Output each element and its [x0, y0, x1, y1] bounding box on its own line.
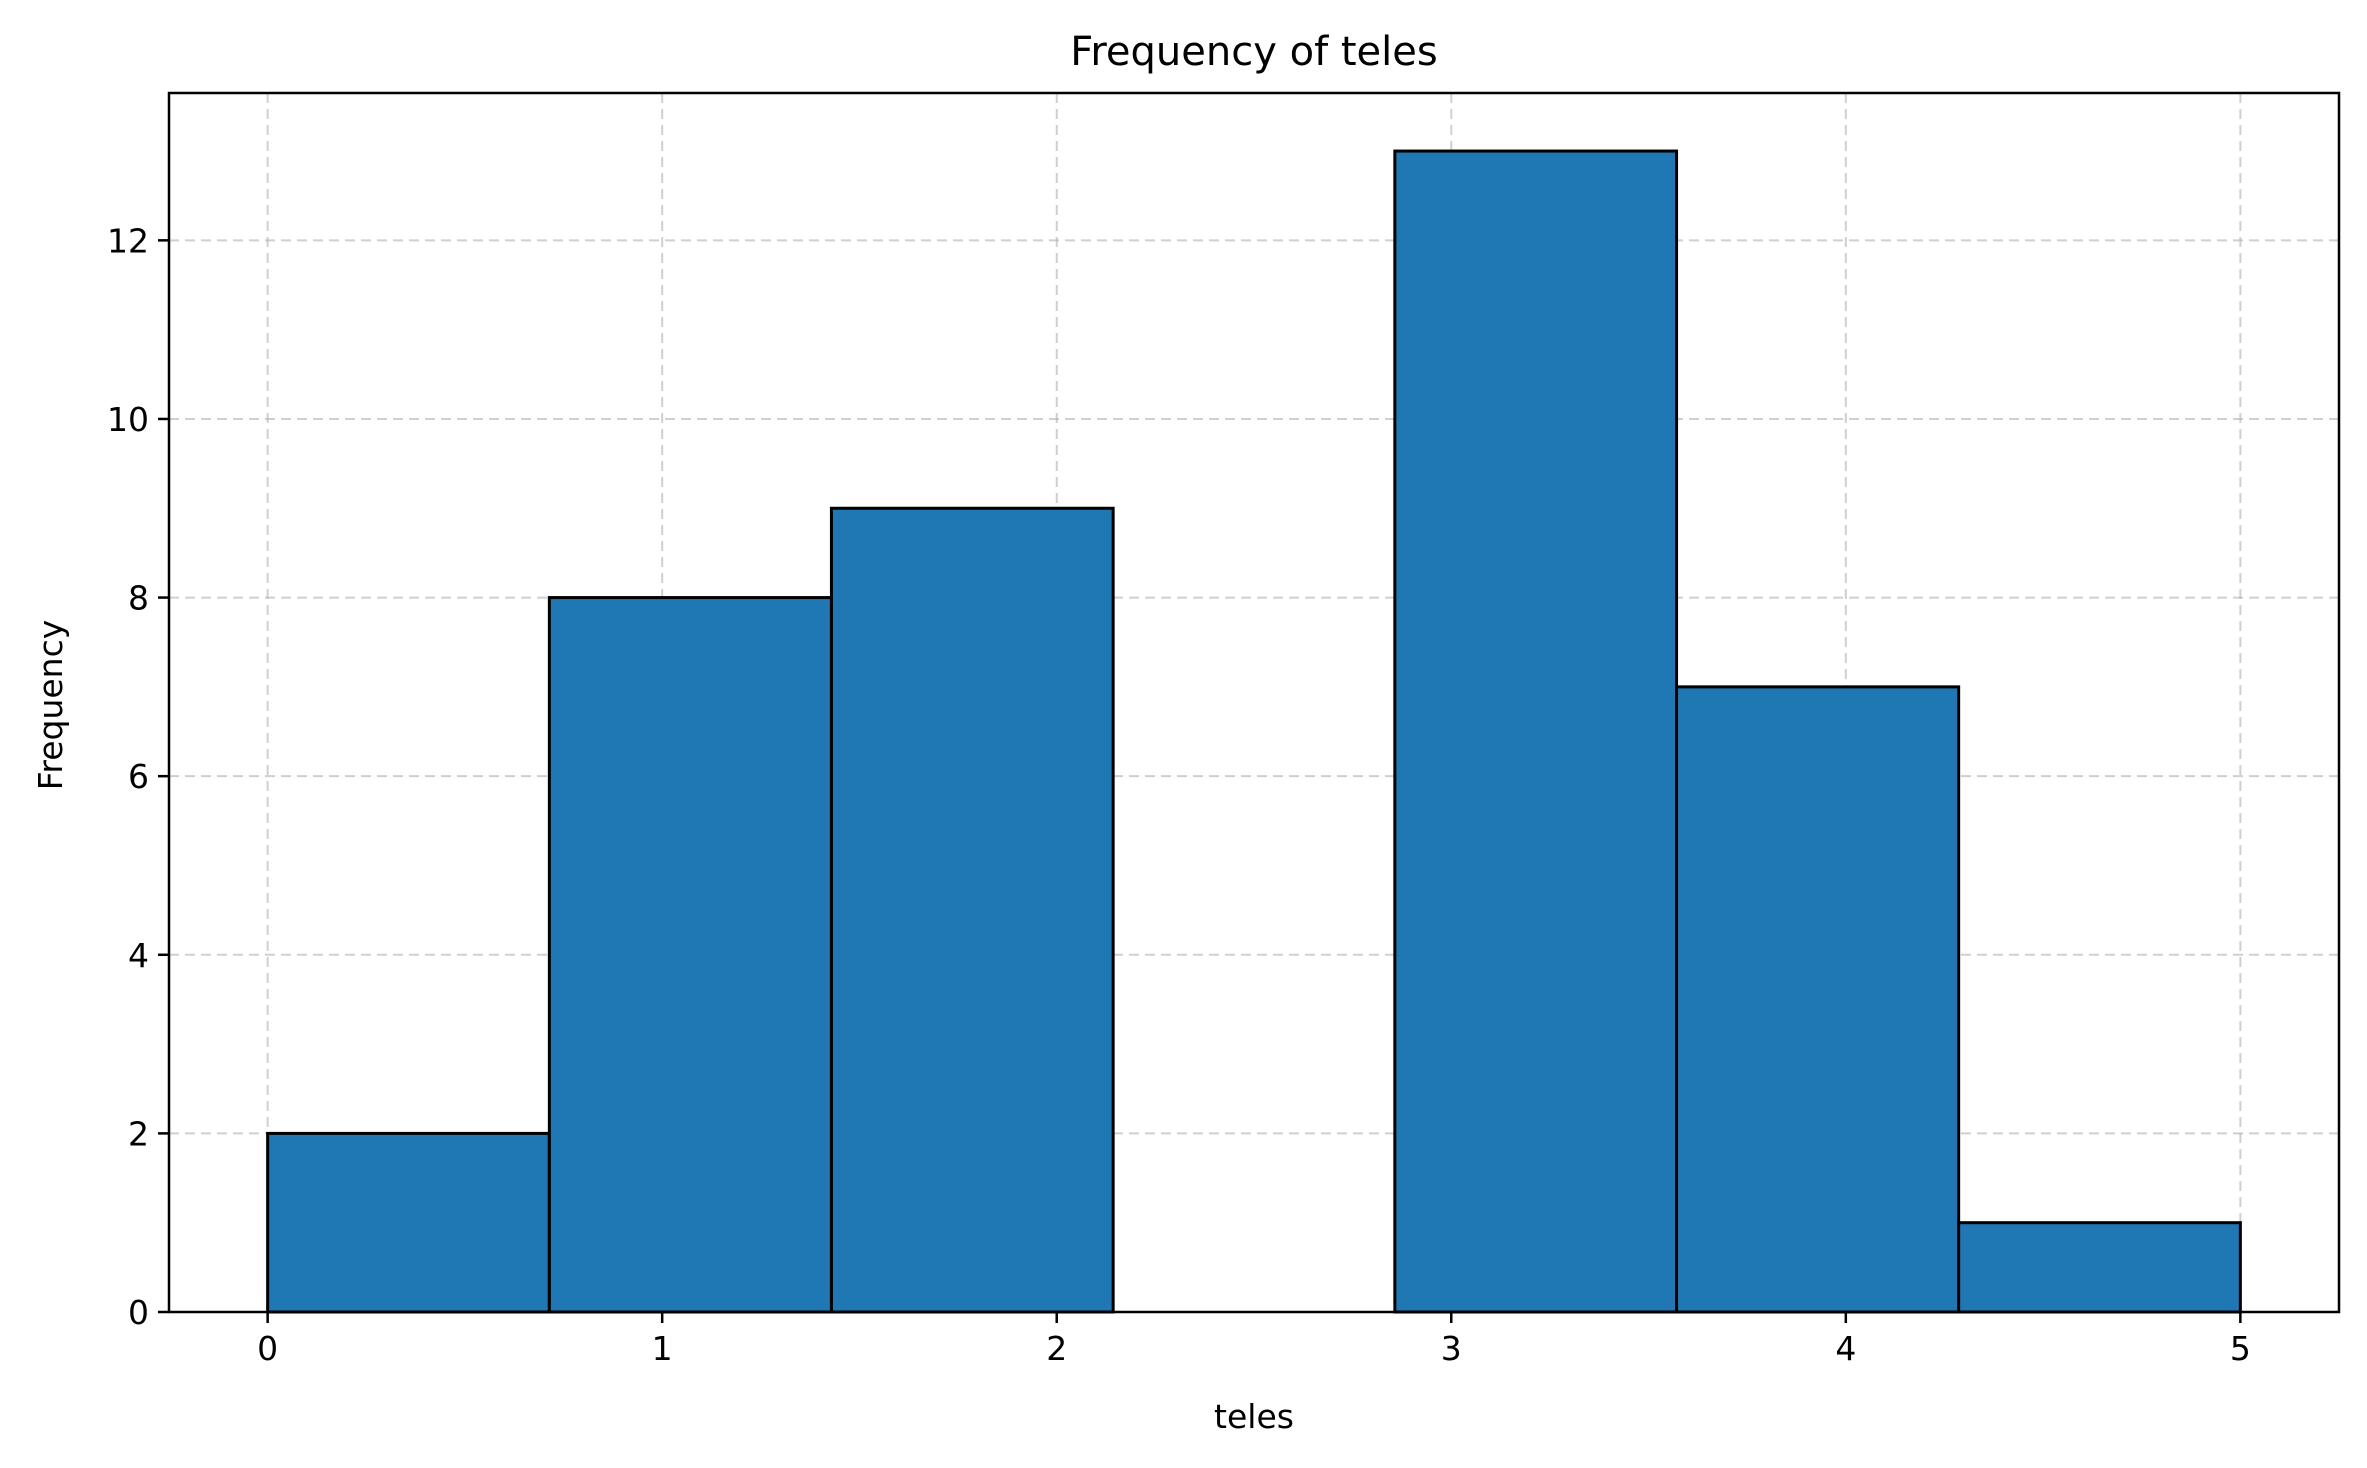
- histogram-bar: [266, 1131, 551, 1314]
- histogram-bar: [1393, 149, 1679, 1314]
- y-tick-label: 10: [107, 400, 149, 439]
- grid-layer: [169, 93, 2339, 1313]
- plot-frame: [167, 91, 2341, 1314]
- x-axis-label: teles: [1214, 1397, 1294, 1436]
- y-tick-label: 6: [128, 757, 149, 796]
- x-tick-label: 4: [1835, 1329, 1856, 1368]
- x-tick-label: 0: [257, 1329, 278, 1368]
- x-tick-label: 3: [1441, 1329, 1462, 1368]
- chart-title: Frequency of teles: [1070, 29, 1437, 75]
- y-axis-label: Frequency: [31, 620, 70, 790]
- y-axis-ticks: 0 2 4 6 8 10 12: [107, 221, 169, 1332]
- histogram-bar: [1957, 1221, 2242, 1314]
- y-tick-label: 8: [128, 579, 149, 618]
- x-tick-label: 1: [652, 1329, 673, 1368]
- x-axis-ticks: 0 1 2 3 4 5: [257, 1312, 2251, 1368]
- histogram-bar: [1675, 685, 1961, 1314]
- y-tick-label: 0: [128, 1293, 149, 1332]
- y-tick-label: 12: [107, 221, 149, 260]
- histogram-bar: [547, 596, 833, 1314]
- y-tick-label: 2: [128, 1114, 149, 1153]
- bar-layer: [266, 149, 2242, 1314]
- histogram-bar: [829, 506, 1115, 1314]
- x-tick-label: 5: [2230, 1329, 2251, 1368]
- y-tick-label: 4: [128, 936, 149, 975]
- x-tick-label: 2: [1046, 1329, 1067, 1368]
